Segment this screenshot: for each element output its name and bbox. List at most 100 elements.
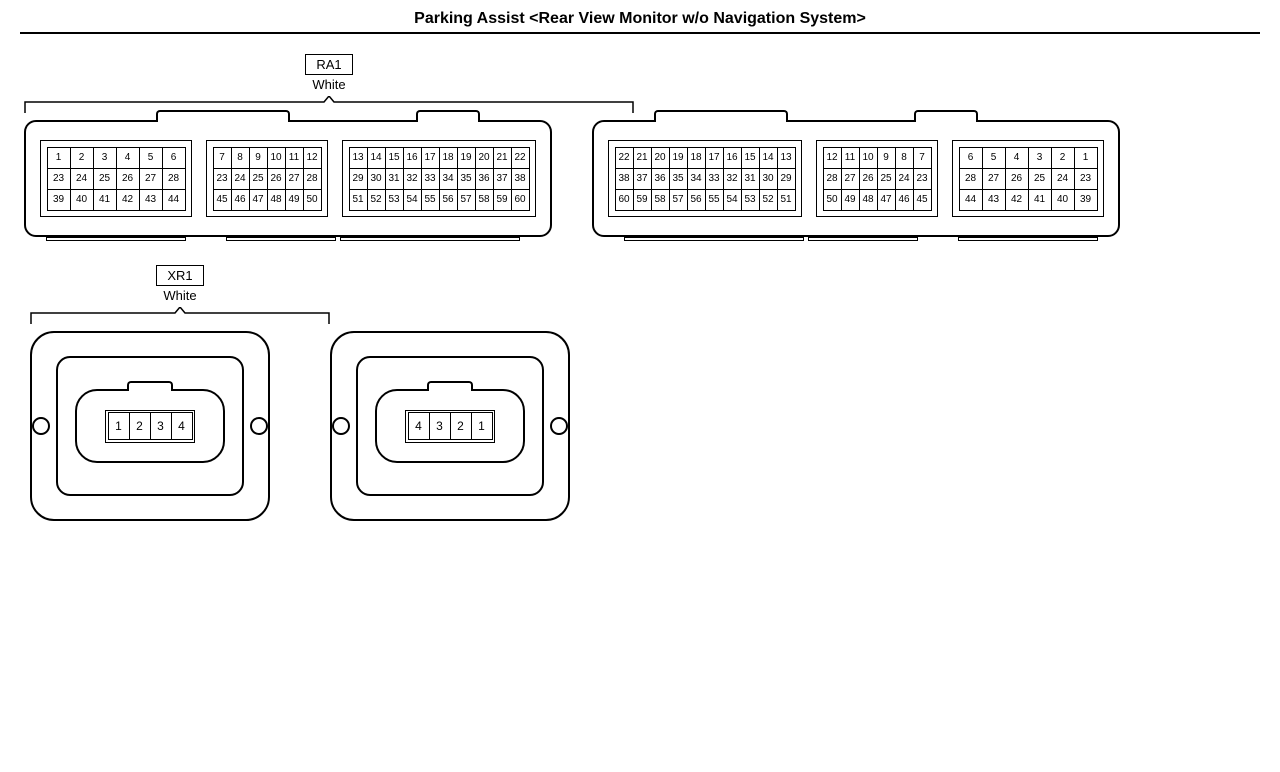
pin-cell: 47	[877, 189, 896, 211]
pin-cell: 29	[777, 168, 796, 190]
pin-cell: 25	[1028, 168, 1052, 190]
pin-cell: 11	[285, 147, 304, 169]
pin-cell: 6	[959, 147, 983, 169]
pin-cell: 3	[150, 412, 172, 440]
pin-cell: 11	[841, 147, 860, 169]
xr1-color-label: White	[30, 288, 330, 303]
pin-cell: 4	[1005, 147, 1029, 169]
pin-cell: 19	[669, 147, 688, 169]
pin-cell: 32	[403, 168, 422, 190]
pin-cell: 10	[859, 147, 878, 169]
ra1-connector-right: 2221201918171615141338373635343332313029…	[592, 120, 1120, 237]
pin-cell: 12	[303, 147, 322, 169]
pin-cell: 41	[1028, 189, 1052, 211]
pin-cell: 28	[823, 168, 842, 190]
pin-cell: 51	[349, 189, 368, 211]
pin-cell: 5	[982, 147, 1006, 169]
ra1-code-box: RA1	[305, 54, 352, 75]
pin-cell: 36	[475, 168, 494, 190]
pin-cell: 31	[741, 168, 760, 190]
pin-cell: 3	[93, 147, 117, 169]
pin-cell: 37	[633, 168, 652, 190]
pin-cell: 28	[162, 168, 186, 190]
pin-cell: 26	[1005, 168, 1029, 190]
pin-cell: 23	[1074, 168, 1098, 190]
pin-cell: 27	[982, 168, 1006, 190]
xr1-connector-right: 4321	[330, 331, 570, 521]
pin-cell: 29	[349, 168, 368, 190]
pin-cell: 40	[1051, 189, 1075, 211]
pin-cell: 41	[93, 189, 117, 211]
page-title: Parking Assist <Rear View Monitor w/o Na…	[414, 10, 866, 28]
pin-cell: 25	[93, 168, 117, 190]
pin-cell: 39	[47, 189, 71, 211]
pin-cell: 2	[1051, 147, 1075, 169]
pin-cell: 27	[841, 168, 860, 190]
pin-cell: 23	[213, 168, 232, 190]
pin-cell: 13	[349, 147, 368, 169]
pin-cell: 55	[421, 189, 440, 211]
pin-cell: 35	[669, 168, 688, 190]
pin-cell: 26	[116, 168, 140, 190]
pin-cell: 43	[139, 189, 163, 211]
pin-block: 789101112232425262728454647484950	[206, 140, 328, 217]
pin-cell: 24	[70, 168, 94, 190]
pin-cell: 39	[1074, 189, 1098, 211]
pin-cell: 28	[959, 168, 983, 190]
pin-cell: 55	[705, 189, 724, 211]
pin-cell: 50	[303, 189, 322, 211]
pin-cell: 45	[913, 189, 932, 211]
pin-cell: 9	[877, 147, 896, 169]
pin-cell: 49	[285, 189, 304, 211]
pin-block: 2221201918171615141338373635343332313029…	[608, 140, 802, 217]
pin-cell: 52	[759, 189, 778, 211]
pin-cell: 19	[457, 147, 476, 169]
pin-cell: 20	[651, 147, 670, 169]
pin-cell: 59	[493, 189, 512, 211]
pin-cell: 4	[171, 412, 193, 440]
pin-cell: 27	[285, 168, 304, 190]
pin-cell: 25	[249, 168, 268, 190]
pin-cell: 36	[651, 168, 670, 190]
pin-cell: 34	[687, 168, 706, 190]
pin-cell: 23	[913, 168, 932, 190]
pin-cell: 7	[213, 147, 232, 169]
pin-cell: 8	[231, 147, 250, 169]
xr1-right-pin-row: 4321	[405, 410, 495, 443]
pin-cell: 22	[615, 147, 634, 169]
pin-cell: 4	[116, 147, 140, 169]
pin-cell: 13	[777, 147, 796, 169]
pin-cell: 24	[231, 168, 250, 190]
pin-cell: 52	[367, 189, 386, 211]
pin-cell: 60	[511, 189, 530, 211]
pin-cell: 16	[403, 147, 422, 169]
xr1-code-box: XR1	[156, 265, 203, 286]
ra1-color-label: White	[24, 77, 634, 92]
pin-cell: 53	[741, 189, 760, 211]
pin-cell: 58	[651, 189, 670, 211]
pin-block: 1314151617181920212229303132333435363738…	[342, 140, 536, 217]
pin-cell: 25	[877, 168, 896, 190]
pin-cell: 14	[759, 147, 778, 169]
pin-cell: 45	[213, 189, 232, 211]
pin-cell: 27	[139, 168, 163, 190]
title-rule	[20, 32, 1260, 34]
pin-cell: 26	[859, 168, 878, 190]
pin-cell: 33	[421, 168, 440, 190]
xr1-bracket	[30, 307, 330, 325]
pin-cell: 43	[982, 189, 1006, 211]
pin-cell: 44	[162, 189, 186, 211]
pin-cell: 30	[367, 168, 386, 190]
pin-block: 121110987282726252423504948474645	[816, 140, 938, 217]
pin-cell: 38	[615, 168, 634, 190]
pin-block: 654321282726252423444342414039	[952, 140, 1104, 217]
pin-cell: 53	[385, 189, 404, 211]
pin-cell: 3	[429, 412, 451, 440]
pin-cell: 56	[687, 189, 706, 211]
pin-cell: 40	[70, 189, 94, 211]
pin-cell: 14	[367, 147, 386, 169]
pin-cell: 12	[823, 147, 842, 169]
pin-cell: 1	[47, 147, 71, 169]
pin-cell: 3	[1028, 147, 1052, 169]
pin-cell: 42	[116, 189, 140, 211]
